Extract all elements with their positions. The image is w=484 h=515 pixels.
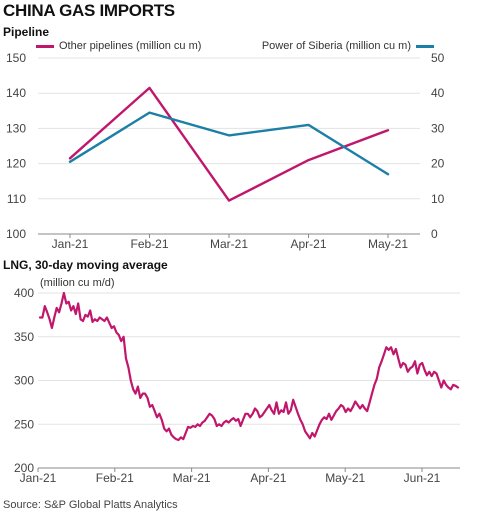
lng-y-tick-label: 400 <box>14 286 34 300</box>
legend-power-of-siberia: Power of Siberia (million cu m) <box>262 40 434 52</box>
legend-swatch-magenta <box>36 44 54 48</box>
lng-ylabel: (million cu m/d) <box>40 277 115 289</box>
lng-tick-labels: 200 250 300 350 400 Jan-21 Feb-21 Mar-21 Apr-21 M… <box>14 286 441 485</box>
pipeline-right-tick-label: 10 <box>431 192 445 206</box>
pipeline-x-tick-label: Mar-21 <box>210 237 248 251</box>
pipeline-x-tick-label: Apr-21 <box>290 237 326 251</box>
pipeline-left-tick-label: 120 <box>6 157 26 171</box>
pipeline-right-tick-label: 0 <box>431 227 438 241</box>
pipeline-left-tick-label: 110 <box>7 192 26 206</box>
series-line-power-of-siberia <box>68 111 390 176</box>
pipeline-left-tick-label: 140 <box>6 86 26 100</box>
pipeline-right-tick-label: 40 <box>431 86 445 100</box>
pipeline-left-tick-label: 130 <box>6 121 26 135</box>
legend-other-pipelines: Other pipelines (million cu m) <box>36 40 201 52</box>
chart-title: CHINA GAS IMPORTS <box>3 1 175 20</box>
pipeline-x-tick-label: May-21 <box>368 237 408 251</box>
lng-x-tick-label: Mar-21 <box>173 471 211 485</box>
lng-y-tick-label: 350 <box>14 330 34 344</box>
pipeline-left-tick-label: 150 <box>6 51 26 65</box>
pipeline-right-tick-label: 20 <box>431 157 445 171</box>
lng-x-tick-label: Apr-21 <box>250 471 286 485</box>
source-note: Source: S&P Global Platts Analytics <box>3 499 178 511</box>
legend-label-power-of-siberia: Power of Siberia (million cu m) <box>261 40 411 52</box>
lng-y-tick-label: 200 <box>14 461 34 475</box>
lng-subtitle: LNG, 30-day moving average <box>3 258 168 272</box>
lng-x-tick-label: Jun-21 <box>404 471 441 485</box>
pipeline-tick-labels: 100 0 110 10 120 20 130 30 140 40 150 50 Jan-21 Feb-2… <box>6 51 445 251</box>
legend-label-other-pipelines: Other pipelines (million cu m) <box>59 40 202 52</box>
pipeline-x-tick-label: Feb-21 <box>130 237 168 251</box>
lng-x-tick-label: Jan-21 <box>20 471 57 485</box>
pipeline-right-tick-label: 30 <box>431 121 445 135</box>
pipeline-left-tick-label: 100 <box>6 227 26 241</box>
pipeline-right-tick-label: 50 <box>431 51 445 65</box>
lng-series <box>38 291 460 442</box>
lng-y-tick-label: 250 <box>14 417 34 431</box>
pipeline-x-tick-label: Jan-21 <box>52 237 89 251</box>
series-line-other-pipelines <box>68 86 390 202</box>
lng-y-tick-label: 300 <box>14 374 34 388</box>
lng-gridlines <box>37 292 460 472</box>
pipeline-subtitle: Pipeline <box>3 25 50 39</box>
series-line-lng <box>38 291 460 442</box>
lng-x-tick-label: Feb-21 <box>96 471 134 485</box>
pipeline-gridlines <box>38 57 420 238</box>
pipeline-series <box>68 86 390 202</box>
legend-swatch-blue <box>416 44 434 48</box>
lng-x-tick-label: May-21 <box>325 471 365 485</box>
